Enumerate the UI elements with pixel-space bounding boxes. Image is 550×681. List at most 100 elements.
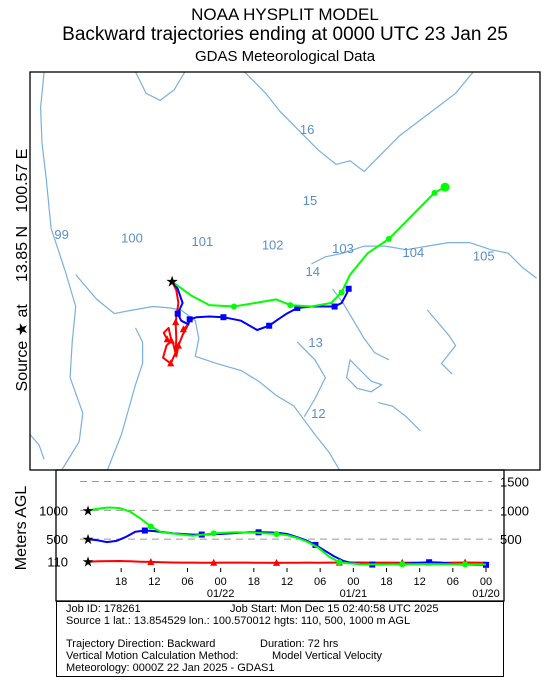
map-frame bbox=[29, 71, 541, 471]
map-boundary-line bbox=[134, 71, 186, 102]
map-lat-label: 14 bbox=[306, 264, 320, 279]
info-job-start: Job Start: Mon Dec 15 02:40:58 UTC 2025 bbox=[230, 603, 439, 615]
map-boundary-line bbox=[345, 358, 384, 393]
height-marker-1000 bbox=[273, 530, 280, 537]
height-marker-110 bbox=[210, 558, 218, 566]
map-grid-labels: 99 100 101 102 103 104 105 12 13 14 15 16 bbox=[54, 122, 494, 421]
height-marker-1000 bbox=[399, 561, 406, 568]
map-boundary-line bbox=[244, 71, 474, 173]
title-main: Backward trajectories ending at 0000 UTC… bbox=[62, 24, 508, 45]
trajectory-marker-1000 bbox=[338, 289, 345, 296]
time-tick-label: 12 bbox=[148, 576, 160, 588]
trajectory-line-1000 bbox=[171, 186, 446, 308]
trajectory-marker-110 bbox=[172, 318, 180, 326]
title-met-data: GDAS Meteorological Data bbox=[194, 48, 376, 65]
height-marker-500 bbox=[312, 541, 319, 548]
time-date-label: 01/21 bbox=[340, 588, 368, 600]
info-job-id: Job ID: 178261 bbox=[66, 603, 141, 615]
trajectory-marker-110 bbox=[174, 341, 182, 349]
map-lat-label: 15 bbox=[303, 193, 317, 208]
trajectory-marker-500 bbox=[331, 303, 338, 310]
map-boundary-line bbox=[378, 401, 421, 432]
height-line-1000 bbox=[87, 506, 486, 566]
height-tick-left: 110 bbox=[47, 555, 68, 570]
time-tick-label: 18 bbox=[115, 576, 127, 588]
trajectory-marker-1000 bbox=[287, 302, 294, 309]
height-tick-right: 1500 bbox=[500, 475, 529, 490]
map-lon-label: 101 bbox=[191, 234, 213, 249]
height-profiles: ★ ★ ★ bbox=[82, 502, 489, 570]
time-date-label: 01/20 bbox=[472, 588, 500, 600]
info-duration: Duration: 72 hrs bbox=[260, 638, 339, 650]
trajectory-marker-500 bbox=[294, 304, 301, 311]
trajectory-marker-500 bbox=[345, 285, 352, 292]
height-marker-1000 bbox=[336, 559, 343, 566]
trajectory-marker-500 bbox=[220, 314, 227, 321]
trajectory-marker-1000 bbox=[231, 303, 237, 310]
source-star-icon: ★ bbox=[165, 274, 178, 291]
height-marker-110 bbox=[147, 557, 155, 565]
info-meteorology: Meteorology: 0000Z 22 Jan 2025 - GDAS1 bbox=[66, 662, 275, 674]
map-boundary-line bbox=[106, 327, 144, 471]
map-lon-label: 105 bbox=[473, 248, 495, 263]
map-lon-label: 104 bbox=[403, 245, 425, 260]
map-boundary-line bbox=[39, 71, 84, 471]
height-start-star-icon: ★ bbox=[82, 531, 95, 547]
time-tick-label: 06 bbox=[181, 576, 193, 588]
map-boundary-line bbox=[426, 309, 457, 375]
trajectory-line-500 bbox=[171, 281, 350, 331]
map-boundary-line bbox=[296, 341, 327, 418]
info-direction: Trajectory Direction: Backward bbox=[66, 638, 216, 650]
time-tick-label: 18 bbox=[248, 576, 260, 588]
height-marker-500 bbox=[141, 527, 148, 534]
map-geography bbox=[29, 71, 537, 471]
map-lon-label: 103 bbox=[332, 241, 354, 256]
map-lat-label: 16 bbox=[300, 122, 314, 137]
map-boundary-line bbox=[311, 242, 537, 279]
time-tick-label: 06 bbox=[447, 576, 459, 588]
map-lon-label: 100 bbox=[121, 231, 143, 246]
height-grid: 500 1000 1500 110 500 1000 18 12 06 00 18 12 06 00 18 1… bbox=[39, 475, 529, 600]
info-vertical-method-value: Model Vertical Velocity bbox=[272, 650, 383, 662]
height-tick-right: 1000 bbox=[500, 503, 529, 518]
map-boundary-line bbox=[75, 274, 341, 471]
time-date-label: 01/22 bbox=[207, 588, 235, 600]
trajectory-marker-500 bbox=[186, 316, 193, 323]
height-line-500 bbox=[87, 529, 486, 566]
height-marker-1000 bbox=[462, 561, 469, 568]
height-marker-500 bbox=[426, 559, 433, 566]
time-tick-label: 00 bbox=[347, 576, 359, 588]
trajectory-marker-110 bbox=[163, 335, 171, 343]
trajectory-marker-110 bbox=[179, 325, 187, 333]
trajectory-marker-500 bbox=[174, 310, 181, 317]
height-marker-110 bbox=[273, 558, 281, 566]
height-start-star-icon: ★ bbox=[82, 502, 95, 518]
map-boundary-line bbox=[29, 434, 45, 460]
height-start-star-icon: ★ bbox=[82, 554, 95, 570]
info-box bbox=[56, 601, 504, 677]
time-tick-label: 06 bbox=[314, 576, 326, 588]
trajectory-marker-1000 bbox=[431, 189, 438, 196]
map-lat-label: 12 bbox=[311, 406, 325, 421]
map-boundary-line bbox=[332, 288, 390, 361]
height-tick-left: 500 bbox=[46, 532, 68, 547]
trajectory-marker-110 bbox=[167, 359, 175, 367]
title-model: NOAA HYSPLIT MODEL bbox=[191, 5, 379, 24]
map-lat-label: 13 bbox=[308, 335, 322, 350]
time-tick-label: 12 bbox=[414, 576, 426, 588]
height-marker-1000 bbox=[210, 530, 217, 537]
info-vertical-method: Vertical Motion Calculation Method: bbox=[66, 650, 239, 662]
height-tick-right: 500 bbox=[500, 532, 522, 547]
info-source: Source 1 lat.: 13.854529 lon.: 100.57001… bbox=[66, 615, 411, 627]
height-marker-1000 bbox=[147, 523, 154, 530]
trajectory-marker-1000 bbox=[385, 236, 392, 243]
map-lon-label: 102 bbox=[262, 238, 284, 253]
time-tick-label: 00 bbox=[215, 576, 227, 588]
height-tick-left: 1000 bbox=[39, 503, 68, 518]
trajectory-tracks: ★ bbox=[162, 182, 450, 367]
trajectory-end-1000 bbox=[440, 182, 450, 192]
time-tick-label: 18 bbox=[380, 576, 392, 588]
time-tick-label: 00 bbox=[480, 576, 492, 588]
trajectory-marker-500 bbox=[266, 322, 273, 329]
